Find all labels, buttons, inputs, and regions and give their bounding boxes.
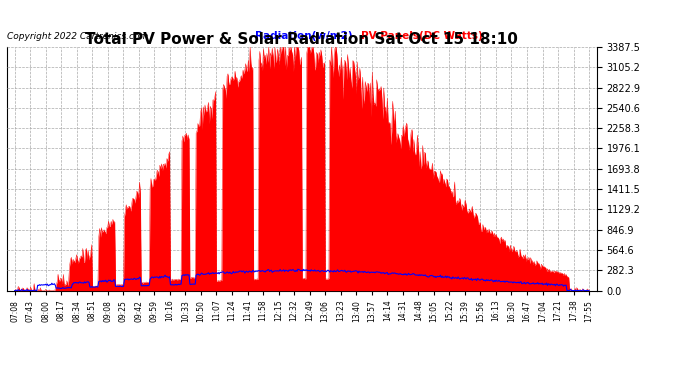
- Text: Radiation(w/m2): Radiation(w/m2): [255, 31, 353, 41]
- Title: Total PV Power & Solar Radiation Sat Oct 15 18:10: Total PV Power & Solar Radiation Sat Oct…: [86, 32, 518, 47]
- Text: Copyright 2022 Cartronics.com: Copyright 2022 Cartronics.com: [7, 32, 148, 41]
- Text: PV Panels(DC Watts): PV Panels(DC Watts): [361, 31, 482, 41]
